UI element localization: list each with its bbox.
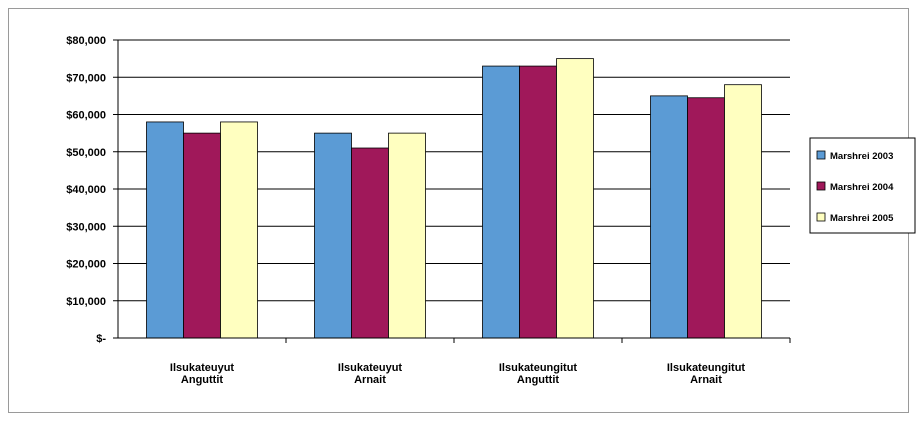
- y-tick-label: $40,000: [66, 184, 106, 196]
- y-tick-label: $50,000: [66, 147, 106, 159]
- bar-3-1: [220, 121, 258, 339]
- x-tick-label: Ilsukateungitut: [667, 362, 746, 374]
- bar-3-3: [556, 58, 594, 339]
- y-tick-label: $80,000: [66, 35, 106, 47]
- y-tick-label: $20,000: [66, 259, 106, 271]
- bar-2-4: [687, 97, 725, 339]
- y-tick-label: $30,000: [66, 221, 106, 233]
- bar-1-4: [650, 95, 688, 339]
- bar-2-3: [519, 65, 557, 339]
- x-tick-label: Ilsukateuyut: [338, 362, 403, 374]
- y-tick-label: $60,000: [66, 110, 106, 122]
- bar-3-4: [724, 84, 762, 339]
- legend-swatch: [816, 181, 826, 191]
- legend-swatch: [816, 212, 826, 222]
- y-axis: $- $10,000 $20,000 $30,000 $40,000 $50,000 $60…: [66, 35, 119, 345]
- y-tick-label: $-: [96, 333, 106, 345]
- x-tick-label: Anguttit: [517, 374, 559, 386]
- x-tick-label: Ilsukateungitut: [499, 362, 578, 374]
- y-tick-label: $70,000: [66, 72, 106, 84]
- legend-label: Marshrei 2004: [830, 182, 894, 193]
- bar-2-2: [351, 147, 389, 339]
- x-tick-label: Arnait: [690, 374, 722, 386]
- bar-1-1: [146, 121, 184, 339]
- legend: Marshrei 2003 Marshrei 2004 Marshrei 2005: [809, 137, 916, 234]
- bar-1-3: [482, 65, 520, 339]
- y-tick-label: $10,000: [66, 296, 106, 308]
- x-tick-label: Arnait: [354, 374, 386, 386]
- legend-swatch: [816, 150, 826, 160]
- bar-2-1: [183, 132, 221, 339]
- bars: [146, 58, 762, 339]
- x-axis: IlsukateuyutAnguttitIlsukateuyutArnaitIl…: [118, 337, 791, 386]
- legend-label: Marshrei 2005: [830, 213, 894, 224]
- legend-box: [809, 137, 916, 234]
- bar-1-2: [314, 132, 352, 339]
- x-tick-label: Anguttit: [181, 374, 223, 386]
- bar-3-2: [388, 132, 426, 339]
- legend-label: Marshrei 2003: [830, 151, 893, 162]
- x-tick-label: Ilsukateuyut: [170, 362, 235, 374]
